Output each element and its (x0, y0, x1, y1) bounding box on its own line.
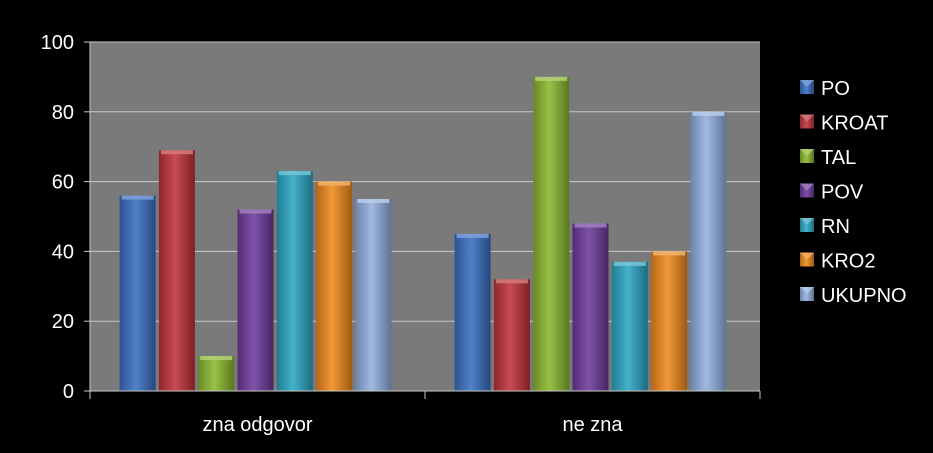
bar-top-bevel (318, 181, 351, 186)
bar-pov-zna-odgovor (237, 209, 274, 391)
bar-rn-ne-zna (611, 261, 648, 391)
y-tick-label: 100 (41, 32, 74, 54)
plot-area (90, 42, 760, 391)
bar-kroat-zna-odgovor (158, 150, 195, 391)
bar-kro2-zna-odgovor (316, 181, 353, 391)
legend-swatch-bevel (800, 218, 814, 225)
legend-label: KRO2 (821, 251, 875, 273)
bar-top-bevel (121, 195, 154, 200)
bar-po-ne-zna (454, 233, 491, 391)
x-category-label: ne zna (562, 414, 623, 436)
y-tick-label: 80 (52, 102, 74, 124)
legend-label: UKUPNO (821, 285, 907, 307)
legend-label: POV (821, 182, 864, 204)
legend-swatch-bevel (800, 252, 814, 260)
bar-ukupno-ne-zna (690, 111, 727, 392)
bar-top-bevel (574, 223, 607, 228)
legend-label: TAL (821, 147, 856, 169)
bar-top-bevel (495, 279, 528, 284)
bar-top-bevel (456, 233, 489, 238)
bar-tal-ne-zna (533, 76, 570, 392)
legend-swatch-bevel (800, 114, 814, 122)
bar-top-bevel (653, 251, 686, 256)
bar-kro2-ne-zna (651, 251, 688, 391)
bar-pov-ne-zna (572, 223, 609, 391)
bar-top-bevel (200, 356, 233, 361)
y-tick-label: 0 (63, 381, 74, 403)
legend-swatch-bevel (800, 149, 814, 156)
bar-top-bevel (278, 171, 311, 176)
legend-label: RN (821, 216, 850, 238)
y-tick-label: 40 (52, 241, 74, 263)
bar-po-zna-odgovor (119, 195, 156, 391)
bar-top-bevel (535, 76, 568, 81)
legend-swatch-bevel (800, 287, 814, 294)
bar-top-bevel (357, 199, 390, 203)
bar-ukupno-zna-odgovor (355, 199, 392, 391)
legend-label: PO (821, 78, 850, 100)
bar-kroat-ne-zna (493, 279, 530, 391)
bar-top-bevel (692, 111, 725, 116)
y-tick-label: 60 (52, 172, 74, 194)
bar-tal-zna-odgovor (198, 356, 235, 391)
bar-top-bevel (160, 150, 193, 155)
bar-top-bevel (613, 261, 646, 266)
bar-top-bevel (239, 209, 272, 214)
x-category-label: zna odgovor (202, 414, 312, 436)
bar-rn-zna-odgovor (276, 171, 313, 391)
legend-swatch-bevel (800, 80, 814, 87)
y-tick-label: 20 (52, 311, 74, 333)
legend-label: KROAT (821, 113, 888, 135)
legend-swatch-bevel (800, 183, 814, 191)
